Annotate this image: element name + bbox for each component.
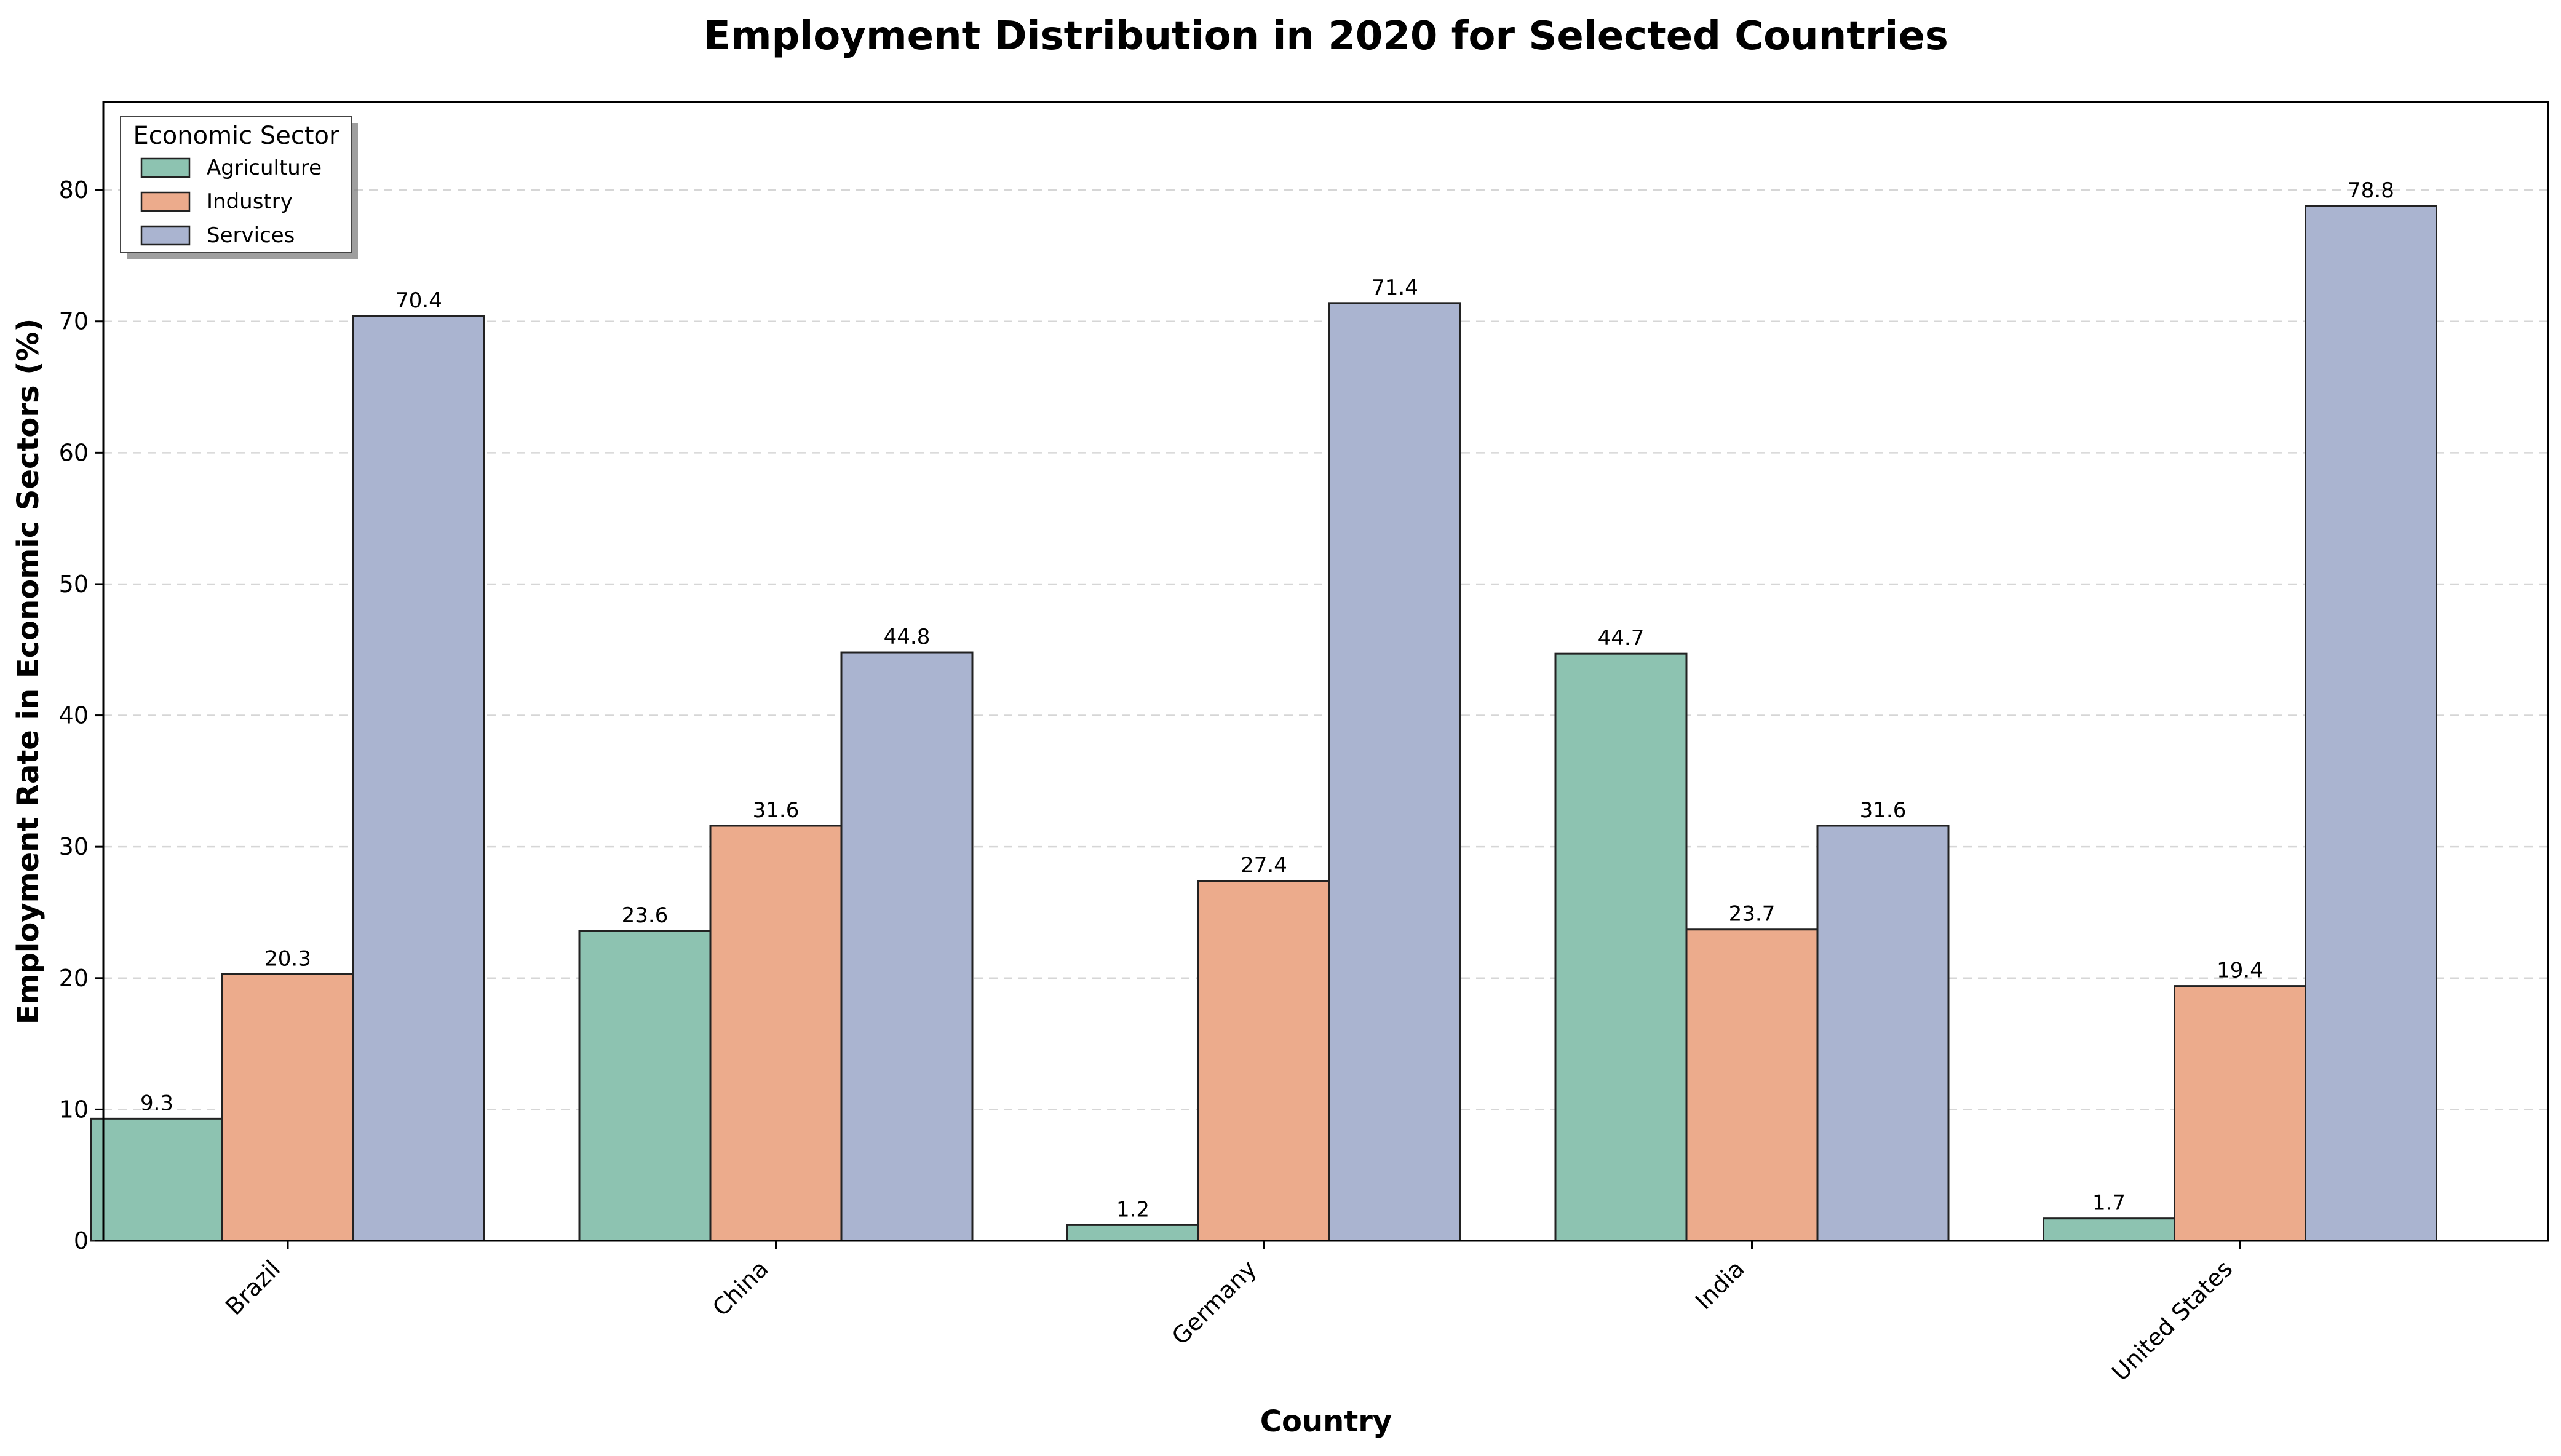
legend-items: Agriculture Industry Services: [140, 156, 322, 248]
bar-value-label: 23.6: [622, 903, 669, 928]
bar-agriculture-india: [1554, 652, 1688, 1242]
x-axis: Brazil China Germany India United States: [220, 1241, 2241, 1386]
y-tick-label: 80: [59, 176, 89, 204]
grid-lines: [103, 189, 2548, 1110]
bar-value-label: 9.3: [140, 1091, 173, 1115]
bar-value-label: 20.3: [264, 946, 311, 971]
legend-swatch-agriculture: [140, 157, 191, 178]
bar-agriculture-brazil: [90, 1117, 223, 1242]
bar-value-label: 78.8: [2348, 178, 2394, 203]
bar-value-label: 70.4: [395, 288, 442, 313]
x-tick-label: China: [707, 1255, 774, 1321]
bar-value-label: 23.7: [1729, 902, 1776, 927]
bar-value-label: 27.4: [1241, 853, 1287, 878]
bar-agriculture-united-states: [2043, 1217, 2175, 1242]
y-tick-label: 20: [59, 965, 89, 992]
bar-services-united-states: [2305, 205, 2437, 1242]
y-tick-label: 10: [59, 1096, 89, 1123]
plot-frame: [102, 101, 2549, 1242]
y-tick-label: 30: [59, 833, 89, 860]
legend-title: Economic Sector: [133, 122, 339, 150]
bar-industry-brazil: [221, 973, 354, 1242]
bar-value-label: 44.8: [884, 625, 931, 649]
legend-label-industry: Industry: [207, 189, 293, 214]
bars: [90, 205, 2437, 1242]
legend-label-services: Services: [207, 223, 295, 248]
y-tick-label: 0: [74, 1227, 89, 1254]
bar-value-label: 44.7: [1598, 626, 1645, 651]
y-axis: 0 10 20 30 40 50 60 70 80: [59, 176, 103, 1254]
legend-label-agriculture: Agriculture: [207, 156, 322, 180]
bar-value-label: 1.2: [1116, 1197, 1149, 1222]
bar-services-brazil: [352, 315, 485, 1242]
bar-services-india: [1816, 825, 1950, 1242]
legend: Economic Sector Agriculture Industry Servi…: [120, 116, 358, 259]
bar-value-label: 19.4: [2217, 959, 2263, 983]
x-tick-label: United States: [2106, 1255, 2237, 1386]
bar-labels: 9.3 20.3 70.4 23.6 31.6 44.8 1.2 27.4 71.4 44.7 23…: [140, 178, 2394, 1222]
x-axis-title: Country: [1260, 1404, 1392, 1439]
bar-value-label: 31.6: [1860, 798, 1907, 823]
bar-value-label: 1.7: [2092, 1191, 2126, 1216]
bar-value-label: 71.4: [1372, 275, 1418, 300]
bar-industry-united-states: [2174, 985, 2306, 1242]
y-tick-label: 40: [59, 702, 89, 729]
bar-industry-india: [1685, 928, 1819, 1242]
y-axis-title: Employment Rate in Economic Sectors (%): [11, 318, 46, 1025]
bar-industry-germany: [1197, 880, 1330, 1242]
x-tick-label: Brazil: [220, 1255, 285, 1320]
x-tick-label: Germany: [1167, 1255, 1262, 1350]
bar-industry-china: [709, 825, 843, 1242]
y-tick-label: 60: [59, 439, 89, 466]
bar-value-label: 31.6: [753, 798, 800, 823]
bar-agriculture-germany: [1066, 1224, 1199, 1242]
legend-swatch-industry: [140, 191, 191, 212]
y-tick-label: 70: [59, 308, 89, 335]
y-tick-label: 50: [59, 571, 89, 598]
x-tick-label: India: [1690, 1255, 1750, 1315]
bar-agriculture-china: [578, 930, 712, 1242]
legend-swatch-services: [140, 225, 191, 246]
chart-title: Employment Distribution in 2020 for Sele…: [704, 14, 1948, 59]
bar-services-germany: [1328, 302, 1461, 1242]
bar-services-china: [840, 651, 974, 1242]
